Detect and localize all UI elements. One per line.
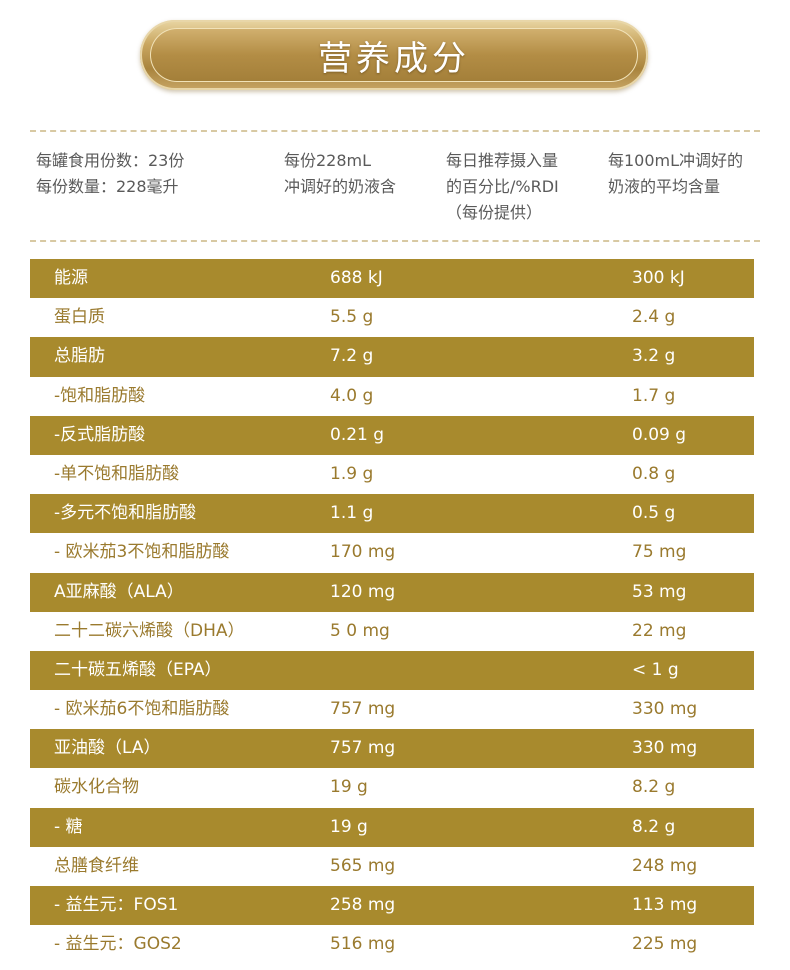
per-100ml-value: 75 mg [632,542,687,563]
per-serving-value: 258 mg [330,895,396,915]
per-serving-value: 19 g [330,816,368,837]
per-serving-value: 5 0 mg [330,620,390,641]
header-per-serving-line: 每份228mL [284,151,372,170]
nutrient-name: 二十二碳六烯酸（DHA） [54,620,245,641]
per-serving-value: 757 mg [330,738,396,759]
per-100ml-value: 3.2 g [632,346,676,367]
table-row: 总膳食纤维 565 mg 248 mg [30,847,754,886]
per-serving-value: 170 mg [330,542,396,563]
table-row: 蛋白质 5.5 g 2.4 g [30,298,754,337]
per-100ml-value: 8.2 g [632,777,676,798]
per-100ml-value: 0.8 g [632,463,676,484]
nutrient-name: 总膳食纤维 [54,855,139,876]
table-row: 二十二碳六烯酸（DHA） 5 0 mg 22 mg [30,612,754,651]
per-100ml-value: 248 mg [632,855,698,876]
nutrient-name: - 益生元：GOS2 [54,934,182,955]
per-100ml-value: 22 mg [632,620,687,641]
header-servings: 每罐食用份数：23份 每份数量：228毫升 [36,148,184,200]
nutrient-name: - 欧米茄6不饱和脂肪酸 [54,699,230,720]
nutrient-name: -反式脂肪酸 [54,424,146,445]
table-row: 总脂肪 7.2 g 3.2 g [30,337,754,377]
per-100ml-value: 300 kJ [632,268,685,288]
table-row: 能源 688 kJ 300 kJ [30,259,754,299]
header-rdi-line: 的百分比/%RDI [446,177,559,196]
table-row: 亚油酸（LA） 757 mg 330 mg [30,729,754,769]
header-per-100ml: 每100mL冲调好的 奶液的平均含量 [608,148,743,200]
header-rdi-line: （每份提供） [446,203,543,222]
nutrition-table: 能源 688 kJ 300 kJ 蛋白质 5.5 g 2.4 g 总脂肪 7.2 g 3.2… [30,259,754,964]
nutrient-name: - 欧米茄3不饱和脂肪酸 [54,542,230,563]
header-per-serving-line: 冲调好的奶液含 [284,177,397,196]
nutrient-name: 能源 [54,268,88,288]
header-servings-line: 每罐食用份数：23份 [36,151,185,170]
per-100ml-value: 0.09 g [632,424,687,445]
header-rdi: 每日推荐摄入量 的百分比/%RDI （每份提供） [446,148,559,226]
per-100ml-value: 330 mg [632,699,698,720]
nutrient-name: A亚麻酸（ALA） [54,581,184,602]
per-serving-value: 688 kJ [330,268,383,288]
table-row: - 糖 19 g 8.2 g [30,807,754,847]
table-row: - 益生元：FOS1 258 mg 113 mg [30,886,754,926]
nutrient-name: - 益生元：FOS1 [54,895,179,915]
nutrient-name: -多元不饱和脂肪酸 [54,503,197,524]
per-100ml-value: 225 mg [632,934,698,955]
table-row: - 欧米茄3不饱和脂肪酸 170 mg 75 mg [30,533,754,572]
per-serving-value: 1.9 g [330,463,374,484]
table-row: - 益生元：GOS2 516 mg 225 mg [30,925,754,964]
table-row: -多元不饱和脂肪酸 1.1 g 0.5 g [30,494,754,534]
page-title: 营养成分 [318,38,470,79]
table-row: -单不饱和脂肪酸 1.9 g 0.8 g [30,455,754,494]
per-serving-value: 757 mg [330,699,396,720]
header-rdi-line: 每日推荐摄入量 [446,151,559,170]
nutrient-name: 蛋白质 [54,307,105,328]
per-serving-value: 0.21 g [330,424,385,445]
table-row: A亚麻酸（ALA） 120 mg 53 mg [30,572,754,612]
per-serving-value: 120 mg [330,581,396,602]
title-banner: 营养成分 [140,20,648,90]
per-100ml-value: 53 mg [632,581,687,602]
nutrient-name: -饱和脂肪酸 [54,385,146,406]
per-100ml-value: 2.4 g [632,307,676,328]
per-serving-value: 19 g [330,777,368,798]
per-serving-value: 4.0 g [330,385,374,406]
per-100ml-value: 113 mg [632,895,698,915]
table-row: 碳水化合物 19 g 8.2 g [30,768,754,807]
title-banner-inner: 营养成分 [150,28,638,82]
nutrient-name: 二十碳五烯酸（EPA） [54,659,222,680]
per-100ml-value: 330 mg [632,738,698,759]
nutrient-name: 亚油酸（LA） [54,738,161,759]
table-row: - 欧米茄6不饱和脂肪酸 757 mg 330 mg [30,690,754,729]
nutrient-name: -单不饱和脂肪酸 [54,463,180,484]
nutrient-name: - 糖 [54,816,83,837]
nutrient-name: 总脂肪 [54,346,105,367]
header-per-100ml-line: 奶液的平均含量 [608,177,721,196]
per-serving-value: 7.2 g [330,346,374,367]
bottom-dashed-divider [30,240,760,242]
header-per-100ml-line: 每100mL冲调好的 [608,151,744,170]
per-serving-value: 565 mg [330,855,396,876]
table-row: -饱和脂肪酸 4.0 g 1.7 g [30,377,754,416]
per-100ml-value: 0.5 g [632,503,676,524]
table-row: 二十碳五烯酸（EPA） < 1 g [30,650,754,691]
header-per-serving: 每份228mL 冲调好的奶液含 [284,148,396,200]
top-dashed-divider [30,130,760,132]
per-100ml-value: < 1 g [632,659,679,680]
per-serving-value: 5.5 g [330,307,374,328]
per-100ml-value: 8.2 g [632,816,676,837]
per-serving-value: 1.1 g [330,503,374,524]
nutrient-name: 碳水化合物 [54,777,139,798]
per-serving-value: 516 mg [330,934,396,955]
header-servings-line: 每份数量：228毫升 [36,177,179,196]
per-100ml-value: 1.7 g [632,385,676,406]
table-row: -反式脂肪酸 0.21 g 0.09 g [30,415,754,455]
